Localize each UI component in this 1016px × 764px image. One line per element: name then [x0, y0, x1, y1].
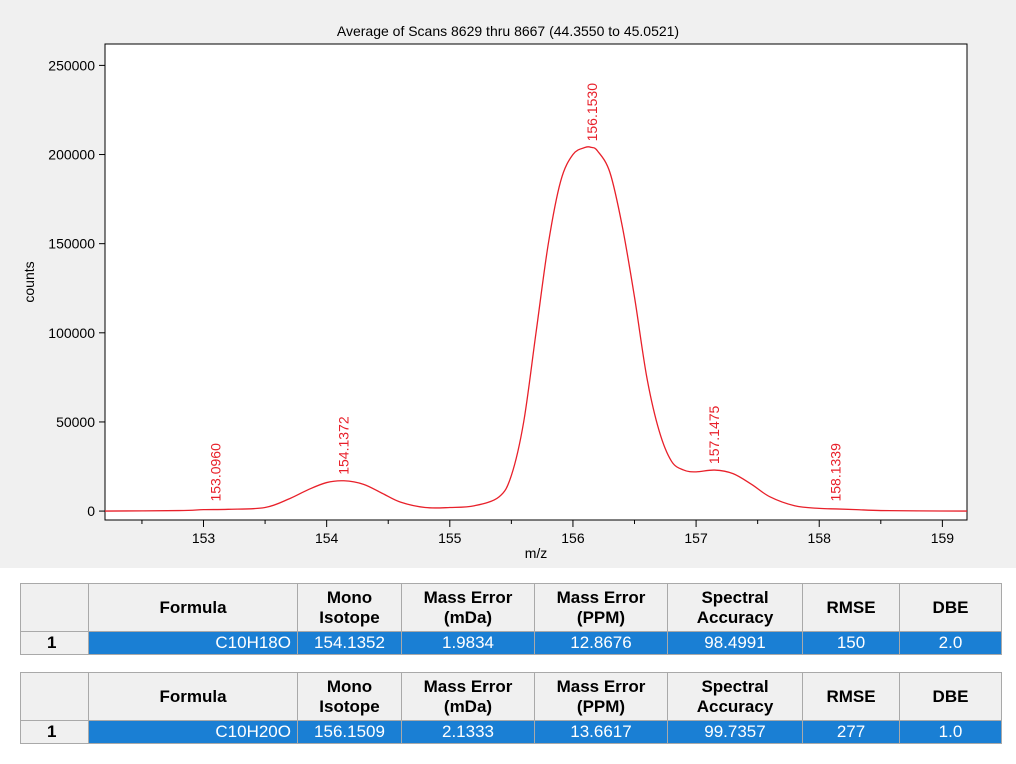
y-tick-label: 250000: [48, 57, 95, 73]
y-tick-label: 150000: [48, 236, 95, 252]
peak-labels: 153.0960 154.1372 156.1530 157.1475 158.1339: [207, 83, 843, 502]
y-axis: 0 50000 100000 150000 200000 250000: [48, 57, 105, 519]
peak-label: 158.1339: [828, 443, 844, 502]
plot-area: [104, 43, 968, 521]
x-tick-label: 159: [931, 530, 955, 546]
chart-panel: Average of Scans 8629 thru 8667 (44.3550…: [0, 0, 1016, 568]
peak-label: 156.1530: [584, 83, 600, 142]
x-tick-label: 153: [192, 530, 216, 546]
y-tick-label: 200000: [48, 147, 95, 163]
y-tick-label: 50000: [56, 414, 95, 430]
header-mass-error-mda[interactable]: Mass Error (mDa): [401, 672, 535, 721]
cell-dbe[interactable]: 1.0: [899, 720, 1002, 744]
header-mass-error-mda[interactable]: Mass Error (mDa): [401, 583, 535, 632]
header-rmse[interactable]: RMSE: [802, 583, 900, 632]
header-mono-isotope[interactable]: Mono Isotope: [297, 583, 402, 632]
row-index[interactable]: 1: [20, 631, 89, 655]
y-tick-label: 100000: [48, 325, 95, 341]
cell-mass-error-ppm[interactable]: 13.6617: [534, 720, 668, 744]
x-tick-label: 155: [438, 530, 462, 546]
table-row[interactable]: 1 C10H18O 154.1352 1.9834 12.8676 98.499…: [20, 631, 1002, 655]
x-tick-label: 154: [315, 530, 339, 546]
x-axis-label: m/z: [525, 545, 548, 561]
cell-mass-error-ppm[interactable]: 12.8676: [534, 631, 668, 655]
header-mass-error-ppm[interactable]: Mass Error (PPM): [534, 672, 668, 721]
formula-result-table-1: Formula Mono Isotope Mass Error (mDa) Ma…: [20, 583, 1002, 655]
chart-title: Average of Scans 8629 thru 8667 (44.3550…: [337, 23, 679, 39]
cell-rmse[interactable]: 150: [802, 631, 900, 655]
cell-spectral-accuracy[interactable]: 98.4991: [667, 631, 803, 655]
cell-rmse[interactable]: 277: [802, 720, 900, 744]
table-row[interactable]: 1 C10H20O 156.1509 2.1333 13.6617 99.735…: [20, 720, 1002, 744]
header-formula[interactable]: Formula: [88, 583, 298, 632]
formula-result-table-2: Formula Mono Isotope Mass Error (mDa) Ma…: [20, 672, 1002, 744]
cell-formula[interactable]: C10H20O: [88, 720, 298, 744]
header-dbe[interactable]: DBE: [899, 672, 1002, 721]
x-tick-label: 158: [808, 530, 832, 546]
header-mono-isotope[interactable]: Mono Isotope: [297, 672, 402, 721]
header-mass-error-ppm[interactable]: Mass Error (PPM): [534, 583, 668, 632]
x-tick-label: 156: [561, 530, 585, 546]
header-dbe[interactable]: DBE: [899, 583, 1002, 632]
cell-spectral-accuracy[interactable]: 99.7357: [667, 720, 803, 744]
cell-mass-error-mda[interactable]: 2.1333: [401, 720, 535, 744]
table-header-row: Formula Mono Isotope Mass Error (mDa) Ma…: [20, 672, 1002, 721]
header-rmse[interactable]: RMSE: [802, 672, 900, 721]
y-tick-label: 0: [87, 503, 95, 519]
cell-mass-error-mda[interactable]: 1.9834: [401, 631, 535, 655]
x-tick-label: 157: [684, 530, 708, 546]
mass-spectrum-chart: Average of Scans 8629 thru 8667 (44.3550…: [21, 23, 968, 561]
peak-label: 154.1372: [336, 416, 352, 475]
header-formula[interactable]: Formula: [88, 672, 298, 721]
row-index[interactable]: 1: [20, 720, 89, 744]
y-axis-label: counts: [21, 261, 37, 302]
peak-label: 153.0960: [207, 443, 223, 502]
corner-cell: [20, 672, 89, 721]
header-spectral-accuracy[interactable]: Spectral Accuracy: [667, 672, 803, 721]
peak-label: 157.1475: [706, 405, 722, 464]
spectrum-line: [104, 146, 968, 512]
cell-dbe[interactable]: 2.0: [899, 631, 1002, 655]
x-axis: 153 154 155 156 157 158 159: [141, 520, 955, 546]
cell-mono-isotope[interactable]: 154.1352: [297, 631, 402, 655]
corner-cell: [20, 583, 89, 632]
cell-formula[interactable]: C10H18O: [88, 631, 298, 655]
header-spectral-accuracy[interactable]: Spectral Accuracy: [667, 583, 803, 632]
table-header-row: Formula Mono Isotope Mass Error (mDa) Ma…: [20, 583, 1002, 632]
cell-mono-isotope[interactable]: 156.1509: [297, 720, 402, 744]
